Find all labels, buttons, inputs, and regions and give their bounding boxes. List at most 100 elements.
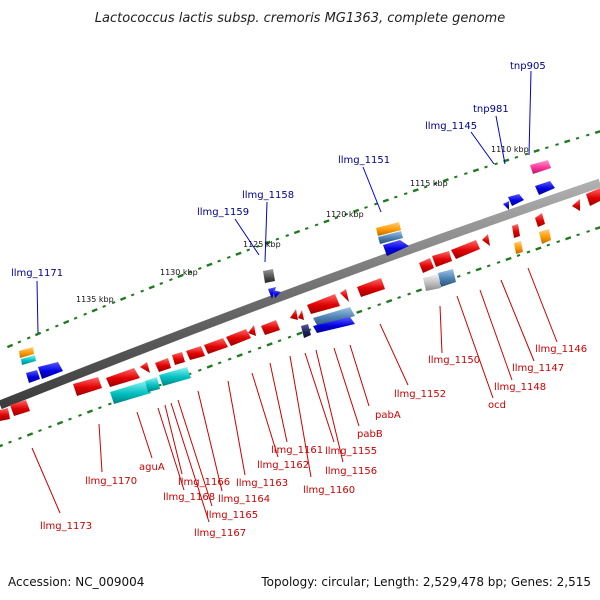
gene-llmg-1158[interactable]	[263, 269, 275, 283]
label-pabB[interactable]: pabB	[357, 429, 383, 440]
gene-llmg-1159[interactable]	[268, 287, 276, 299]
gene-llmg-1161[interactable]	[261, 320, 280, 335]
gene-llmg-1166[interactable]	[172, 352, 185, 365]
gene-llmg-1160c[interactable]	[298, 310, 304, 320]
label-llmg-1156[interactable]: llmg_1156	[325, 466, 377, 477]
gene-llmg-1150-feature[interactable]	[423, 274, 441, 291]
gene-pabA[interactable]	[307, 294, 340, 314]
gene-aguA-feature2[interactable]	[145, 377, 160, 392]
label-tnp981[interactable]: tnp981	[473, 104, 509, 115]
label-llmg-1168[interactable]: llmg_1168	[163, 492, 215, 503]
scale-tick	[111, 301, 116, 305]
scale-tick	[293, 229, 301, 235]
scale-tick	[466, 271, 471, 275]
scale-tick	[314, 223, 319, 227]
label-llmg-1163[interactable]: llmg_1163	[236, 478, 288, 489]
gene-llmg-1146[interactable]	[586, 188, 600, 206]
gene-llmg-1164[interactable]	[204, 338, 228, 354]
scale-tick	[287, 335, 292, 339]
scale-tick	[236, 353, 243, 358]
scale-tick	[197, 266, 202, 270]
label-llmg-1155[interactable]: llmg_1155	[325, 446, 377, 457]
label-llmg-1148[interactable]: llmg_1148	[494, 382, 546, 393]
gene-llmg-1171[interactable]	[38, 362, 63, 379]
gene-aguA[interactable]	[106, 368, 140, 387]
scale-tick	[119, 296, 127, 301]
gene-ocd[interactable]	[451, 240, 480, 259]
gene-llmg-1148-feature[interactable]	[514, 241, 523, 254]
scale-tick	[344, 212, 349, 216]
scale-tick	[188, 270, 192, 274]
gene-llmg-1150-feature2[interactable]	[438, 269, 456, 287]
label-llmg-1159[interactable]: llmg_1159	[197, 207, 249, 218]
label-llmg-1160[interactable]: llmg_1160	[303, 485, 355, 496]
gene-llmg-1165[interactable]	[186, 346, 205, 360]
gene-llmg-1156[interactable]	[313, 317, 355, 333]
scale-tick	[217, 361, 222, 365]
gene-llmg-1162[interactable]	[248, 325, 256, 336]
gene-llmg-1160[interactable]	[301, 324, 311, 338]
label-llmg-1173[interactable]: llmg_1173	[40, 521, 92, 532]
gene-llmg-1171b[interactable]	[26, 370, 40, 383]
label-llmg-1150[interactable]: llmg_1150	[428, 355, 480, 366]
gene-llmg-1146b[interactable]	[572, 199, 580, 211]
label-llmg-1165[interactable]: llmg_1165	[206, 510, 258, 521]
label-llmg-1161[interactable]: llmg_1161	[271, 445, 323, 456]
gene-llmg-1168[interactable]	[140, 362, 150, 373]
scale-tick	[533, 148, 540, 153]
gene-llmg-1151[interactable]	[383, 240, 409, 256]
scale-tick	[206, 262, 213, 267]
label-llmg-1152[interactable]: llmg_1152	[394, 389, 446, 400]
gene-llmg-1152[interactable]	[357, 278, 385, 297]
gene-llmg-1159b[interactable]	[273, 290, 281, 298]
label-llmg-1167[interactable]: llmg_1167	[194, 528, 246, 539]
label-aguA[interactable]: aguA	[139, 462, 165, 473]
gene-ocd-b[interactable]	[482, 234, 490, 246]
gene-llmg-1151-feature[interactable]	[376, 222, 401, 236]
label-pabA[interactable]: pabA	[375, 410, 401, 421]
gene-tnp981[interactable]	[508, 194, 524, 206]
gene-llmg-1148[interactable]	[512, 224, 520, 238]
scale-tick	[26, 432, 34, 437]
label-llmg-1145[interactable]: llmg_1145	[425, 121, 477, 132]
label-llmg-1146[interactable]: llmg_1146	[535, 344, 587, 355]
outer-tick-rail	[6, 130, 600, 349]
gene-llmg-1170[interactable]	[73, 377, 102, 396]
gene-llmg-1147[interactable]	[535, 213, 545, 227]
label-llmg-1164[interactable]: llmg_1164	[218, 494, 270, 505]
label-llmg-1158[interactable]: llmg_1158	[242, 190, 294, 201]
bottom-leader-lines	[31, 267, 558, 523]
gene-llmg-1145[interactable]	[503, 201, 509, 210]
label-tnp905[interactable]: tnp905	[510, 61, 546, 72]
gene-llmg-1166b[interactable]	[155, 358, 171, 372]
label-llmg-1171[interactable]: llmg_1171	[11, 268, 63, 279]
label-llmg-1147[interactable]: llmg_1147	[512, 363, 564, 374]
scale-tick	[556, 240, 561, 244]
scale-tick	[304, 226, 309, 230]
label-llmg-1151[interactable]: llmg_1151	[338, 155, 390, 166]
scale-tick	[576, 233, 580, 237]
label-llmg-1166[interactable]: llmg_1166	[178, 477, 230, 488]
gene-tnp905[interactable]	[530, 160, 551, 174]
gene-pabB[interactable]	[340, 289, 349, 302]
gene-llmg-1173b[interactable]	[0, 408, 10, 421]
gene-llmg-1147-feature[interactable]	[539, 229, 551, 244]
gene-llmg-1160b[interactable]	[290, 309, 298, 320]
gene-llmg-1151-feature2[interactable]	[378, 231, 403, 244]
scale-tick	[235, 251, 242, 256]
gene-llmg-1155[interactable]	[313, 307, 355, 327]
label-llmg-1162[interactable]: llmg_1162	[257, 460, 309, 471]
gene-llmg-1171-feature[interactable]	[19, 347, 34, 358]
gene-tnp905-cds[interactable]	[535, 181, 555, 195]
gene-llmg-1173[interactable]	[10, 400, 30, 416]
gene-aguA-feature[interactable]	[110, 381, 151, 404]
scale-tick	[159, 281, 164, 285]
label-llmg-1170[interactable]: llmg_1170	[85, 476, 137, 487]
gene-llmg-1167[interactable]	[159, 367, 191, 386]
gene-llmg-1150[interactable]	[419, 258, 434, 273]
gene-llmg-1171-feature2[interactable]	[21, 355, 36, 365]
gene-llmg-1163[interactable]	[226, 329, 251, 346]
gene-llmg-1150b[interactable]	[432, 251, 452, 267]
label-ocd[interactable]: ocd	[488, 400, 506, 411]
